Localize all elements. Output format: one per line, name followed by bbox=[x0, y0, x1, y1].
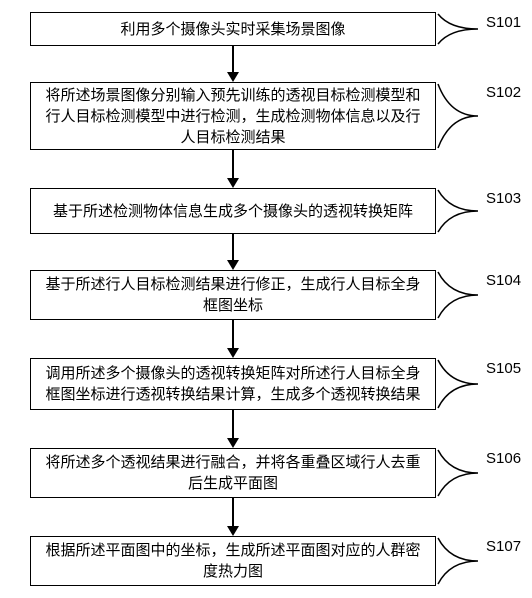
label-leader-curve bbox=[0, 0, 532, 598]
flow-arrow-head bbox=[227, 260, 239, 270]
flow-arrow-line bbox=[232, 234, 234, 260]
flow-arrow-line bbox=[232, 320, 234, 348]
flow-arrow-head bbox=[227, 438, 239, 448]
flow-arrow-head bbox=[227, 348, 239, 358]
flow-arrow-line bbox=[232, 150, 234, 178]
flow-arrow-head bbox=[227, 72, 239, 82]
flow-arrow-line bbox=[232, 498, 234, 526]
flow-arrow-line bbox=[232, 46, 234, 72]
flow-arrow-head bbox=[227, 178, 239, 188]
flow-arrow-head bbox=[227, 526, 239, 536]
flow-arrow-line bbox=[232, 410, 234, 438]
